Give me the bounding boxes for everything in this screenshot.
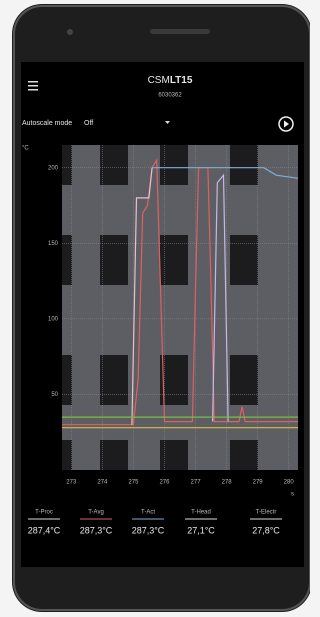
app-title: CSMLT15 [148, 75, 193, 86]
y-tick-label: 100 [48, 316, 59, 322]
reading-label: T-Electr [256, 510, 277, 516]
x-tick-label: 273 [66, 480, 77, 486]
reading-label: T-Head [191, 510, 211, 516]
title-prefix: CSM [148, 75, 170, 86]
reading-label: T-Proc [35, 510, 53, 516]
x-tick-label: 279 [253, 480, 264, 486]
reading-value: 287,4°C [28, 525, 61, 535]
reading-label: T-Act [141, 510, 155, 516]
menu-button[interactable] [28, 81, 38, 91]
x-tick-label: 277 [191, 480, 202, 486]
page: {"app":{"title_prefix":"CSM","title_mode… [0, 0, 310, 617]
phone-screenshot: CSMLT15 6030362 Autoscale mode Off 50 100… [0, 0, 310, 617]
x-tick-label: 275 [128, 480, 139, 486]
reading-value: 287,3°C [80, 525, 113, 535]
reading-value: 27,8°C [252, 525, 280, 535]
autoscale-value[interactable]: Off [84, 120, 93, 127]
x-tick-label: 280 [284, 480, 295, 486]
y-tick-label: 50 [51, 392, 58, 398]
y-tick-label: 200 [48, 165, 59, 171]
title-model: LT15 [170, 75, 193, 86]
camera [67, 29, 73, 35]
y-axis-label: °C [22, 146, 29, 152]
reading-label: T-Avg [88, 510, 104, 516]
y-tick-label: 150 [48, 241, 59, 247]
autoscale-label: Autoscale mode [22, 120, 72, 127]
x-axis-label: s [291, 492, 294, 498]
x-tick-label: 276 [159, 480, 170, 486]
speaker [150, 29, 210, 34]
serial: 6030362 [158, 93, 182, 99]
reading-value: 287,3°C [132, 525, 165, 535]
x-tick-label: 278 [222, 480, 233, 486]
reading-value: 27,1°C [187, 525, 215, 535]
x-tick-label: 274 [97, 480, 108, 486]
